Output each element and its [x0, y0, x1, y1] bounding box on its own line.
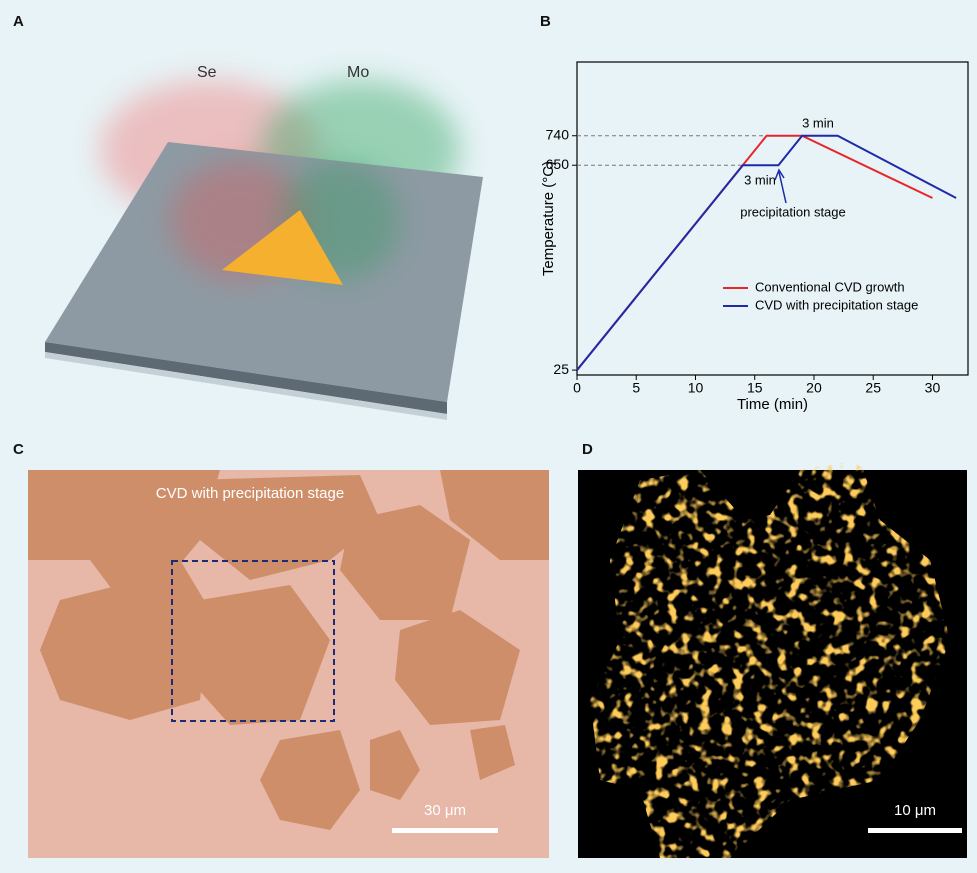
annotation: precipitation stage: [740, 204, 846, 219]
y-axis-label: Temperature (°C): [540, 161, 557, 276]
x-axis-label: Time (min): [737, 396, 808, 413]
panel-label: A: [13, 13, 24, 30]
caption: CVD with precipitation stage: [156, 485, 344, 502]
x-tick-label: 30: [925, 380, 941, 396]
x-tick-label: 10: [688, 380, 704, 396]
raman-map: 10 μm: [578, 470, 967, 858]
x-tick-label: 15: [747, 380, 763, 396]
panel-label: D: [582, 441, 593, 458]
figure: A Se Mo B 05101520253025650740Time (min)…: [0, 0, 977, 868]
y-tick-label: 740: [546, 126, 570, 142]
legend-label: CVD with precipitation stage: [755, 297, 918, 312]
micrograph: CVD with precipitation stage 30 μm: [28, 470, 549, 858]
species-label: Se: [197, 64, 217, 81]
annotation: 3 min: [744, 172, 776, 187]
legend-label: Conventional CVD growth: [755, 279, 905, 294]
y-tick-label: 25: [553, 361, 569, 377]
x-tick-label: 0: [573, 380, 581, 396]
scale-bar: 30 μm: [424, 802, 466, 819]
species-label: Mo: [347, 64, 369, 81]
panel-label: C: [13, 441, 24, 458]
annotation: 3 min: [802, 115, 834, 130]
x-tick-label: 25: [865, 380, 881, 396]
panel-label: B: [540, 13, 551, 30]
x-tick-label: 5: [632, 380, 640, 396]
scale-bar: 10 μm: [894, 802, 936, 819]
x-tick-label: 20: [806, 380, 822, 396]
